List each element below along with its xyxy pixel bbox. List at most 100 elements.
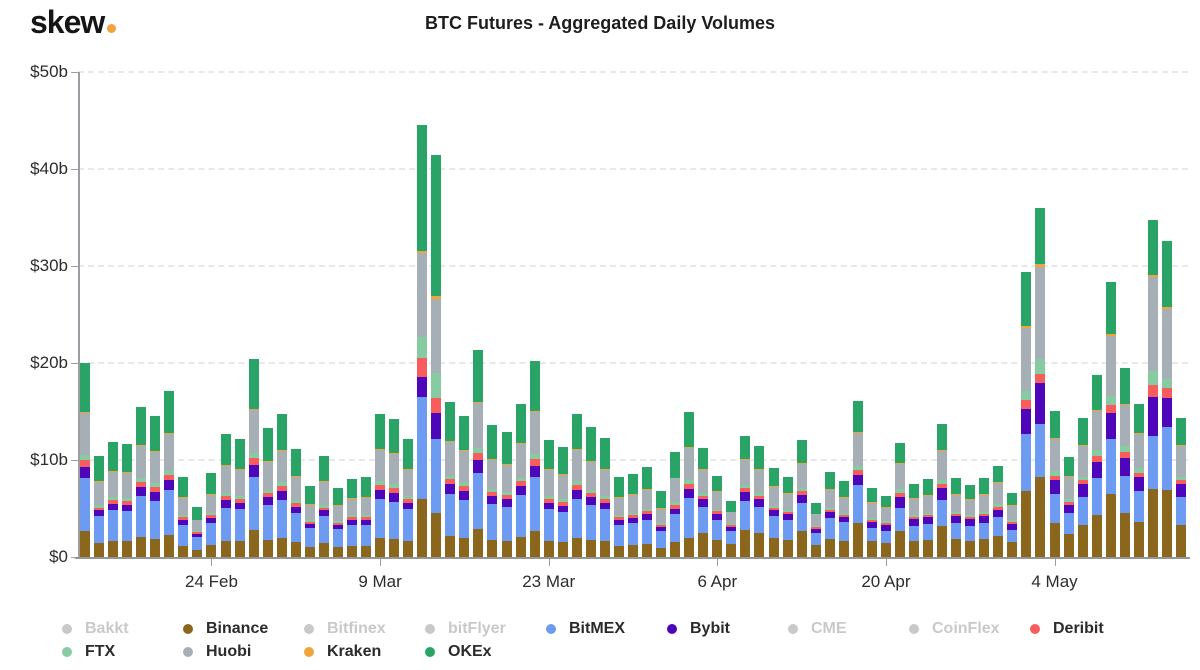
- volume-bar[interactable]: [979, 478, 990, 557]
- segment-ftx: [768, 505, 779, 508]
- volume-bar[interactable]: [445, 401, 456, 557]
- legend-item-bitflyer[interactable]: bitFlyer: [425, 619, 506, 639]
- volume-bar[interactable]: [122, 443, 133, 557]
- volume-bar[interactable]: [136, 406, 147, 557]
- legend-item-bitfinex[interactable]: Bitfinex: [304, 619, 386, 639]
- volume-bar[interactable]: [712, 475, 723, 557]
- volume-bar[interactable]: [613, 476, 624, 557]
- volume-bar[interactable]: [150, 416, 161, 557]
- volume-bar[interactable]: [1077, 418, 1088, 557]
- volume-bar[interactable]: [375, 414, 386, 557]
- volume-bar[interactable]: [108, 441, 119, 557]
- volume-bar[interactable]: [810, 502, 821, 557]
- volume-bar[interactable]: [164, 391, 175, 557]
- volume-bar[interactable]: [192, 507, 203, 557]
- volume-bar[interactable]: [248, 359, 259, 557]
- volume-bar[interactable]: [824, 471, 835, 557]
- volume-bar[interactable]: [782, 476, 793, 557]
- volume-bar[interactable]: [543, 439, 554, 557]
- volume-bar[interactable]: [487, 425, 498, 557]
- volume-bar[interactable]: [656, 491, 667, 557]
- volume-bar[interactable]: [94, 456, 105, 557]
- segment-kraken: [965, 498, 976, 500]
- legend-item-coinflex[interactable]: CoinFlex: [909, 619, 1000, 639]
- volume-bar[interactable]: [628, 473, 638, 557]
- volume-bar[interactable]: [1091, 374, 1102, 557]
- volume-bar[interactable]: [754, 446, 765, 557]
- legend-item-bybit[interactable]: Bybit: [667, 619, 730, 639]
- segment-binance: [515, 536, 526, 557]
- legend-item-huobi[interactable]: Huobi: [183, 642, 251, 662]
- volume-bar[interactable]: [1049, 410, 1060, 557]
- volume-bar[interactable]: [262, 428, 273, 557]
- volume-bar[interactable]: [1161, 240, 1172, 557]
- volume-bar[interactable]: [993, 465, 1004, 557]
- volume-bar[interactable]: [1035, 207, 1046, 557]
- volume-bar[interactable]: [768, 467, 779, 557]
- volume-bar[interactable]: [796, 439, 807, 557]
- volume-bar[interactable]: [332, 487, 343, 557]
- volume-bar[interactable]: [403, 438, 414, 557]
- volume-bar[interactable]: [529, 361, 540, 557]
- volume-bar[interactable]: [1007, 493, 1018, 557]
- segment-binance: [220, 540, 231, 557]
- segment-bybit: [1091, 461, 1102, 479]
- volume-bar[interactable]: [389, 419, 400, 557]
- volume-bar[interactable]: [951, 478, 962, 557]
- volume-bar[interactable]: [571, 414, 582, 557]
- volume-bar[interactable]: [866, 488, 877, 557]
- volume-bar[interactable]: [698, 448, 709, 557]
- volume-bar[interactable]: [557, 447, 568, 557]
- volume-bar[interactable]: [234, 438, 245, 557]
- segment-huobi: [318, 482, 329, 505]
- volume-bar[interactable]: [318, 456, 329, 557]
- legend-item-kraken[interactable]: Kraken: [304, 642, 381, 662]
- volume-bar[interactable]: [894, 442, 905, 557]
- volume-bar[interactable]: [515, 403, 526, 557]
- volume-bar[interactable]: [501, 431, 512, 557]
- volume-bar[interactable]: [923, 479, 934, 557]
- volume-bar[interactable]: [852, 400, 863, 557]
- legend-item-binance[interactable]: Binance: [183, 619, 268, 639]
- volume-bar[interactable]: [276, 414, 287, 557]
- volume-bar[interactable]: [290, 449, 301, 557]
- volume-bar[interactable]: [965, 485, 976, 557]
- volume-bar[interactable]: [740, 435, 751, 557]
- volume-bar[interactable]: [431, 155, 442, 557]
- volume-bar[interactable]: [417, 125, 428, 557]
- legend-item-cme[interactable]: CME: [788, 619, 847, 639]
- legend-item-bakkt[interactable]: Bakkt: [62, 619, 129, 639]
- volume-bar[interactable]: [304, 485, 315, 557]
- volume-bar[interactable]: [178, 476, 189, 557]
- volume-bar[interactable]: [80, 363, 91, 557]
- volume-bar[interactable]: [838, 481, 849, 557]
- volume-bar[interactable]: [1175, 418, 1186, 557]
- volume-bar[interactable]: [670, 452, 681, 557]
- volume-bar[interactable]: [585, 427, 596, 557]
- legend-item-deribit[interactable]: Deribit: [1030, 619, 1104, 639]
- volume-bar[interactable]: [726, 500, 737, 557]
- legend-item-ftx[interactable]: FTX: [62, 642, 115, 662]
- volume-bar[interactable]: [1105, 281, 1116, 557]
- volume-bar[interactable]: [880, 495, 891, 557]
- volume-bar[interactable]: [1119, 367, 1130, 557]
- volume-bar[interactable]: [599, 437, 610, 557]
- volume-bar[interactable]: [346, 478, 357, 557]
- volume-bar[interactable]: [473, 350, 484, 557]
- volume-bar[interactable]: [642, 466, 653, 557]
- volume-bar[interactable]: [937, 424, 948, 557]
- volume-bar[interactable]: [220, 433, 231, 557]
- segment-binance: [979, 538, 990, 557]
- legend-item-bitmex[interactable]: BitMEX: [546, 619, 625, 639]
- segment-bitmex: [136, 495, 147, 537]
- volume-bar[interactable]: [361, 476, 372, 557]
- volume-bar[interactable]: [1063, 457, 1074, 557]
- volume-bar[interactable]: [1021, 271, 1032, 557]
- volume-bar[interactable]: [1147, 220, 1158, 557]
- volume-bar[interactable]: [459, 416, 470, 557]
- volume-bar[interactable]: [1133, 403, 1144, 557]
- volume-bar[interactable]: [206, 472, 217, 557]
- volume-bar[interactable]: [684, 411, 695, 557]
- legend-item-okex[interactable]: OKEx: [425, 642, 492, 662]
- volume-bar[interactable]: [909, 484, 919, 557]
